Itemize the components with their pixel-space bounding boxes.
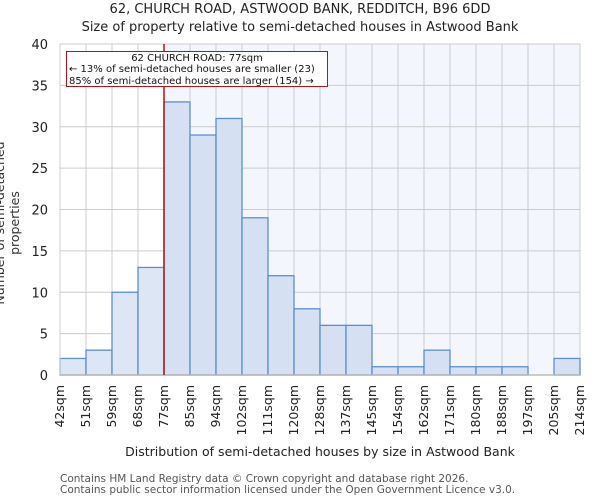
histogram-bar [215, 117, 243, 376]
x-tick-label: 128sqm [312, 385, 327, 435]
x-tick-label: 137sqm [338, 385, 353, 435]
histogram-bar [241, 217, 269, 376]
x-tick-label: 205sqm [546, 385, 561, 435]
histogram-bar [397, 366, 425, 376]
histogram-bar [475, 366, 503, 376]
x-tick-label: 102sqm [234, 385, 249, 435]
y-tick-label: 10 [31, 286, 48, 301]
x-tick-label: 94sqm [208, 385, 223, 428]
footer-copyright: Contains HM Land Registry data © Crown c… [60, 473, 469, 485]
chart-subtitle: Size of property relative to semi-detach… [81, 20, 519, 35]
x-tick-label: 51sqm [78, 385, 93, 428]
y-tick-label: 30 [31, 121, 48, 136]
histogram-bar [371, 366, 399, 376]
x-tick-label: 180sqm [468, 385, 483, 435]
x-tick-label: 214sqm [572, 385, 587, 435]
x-tick-label: 197sqm [520, 385, 535, 435]
histogram-bar [111, 291, 139, 376]
histogram-bar [345, 324, 373, 376]
histogram-bar [267, 275, 295, 376]
y-tick-label: 15 [31, 245, 48, 260]
x-axis-label: Distribution of semi-detached houses by … [125, 444, 515, 459]
histogram-bar [501, 366, 529, 376]
y-tick-label: 5 [40, 328, 48, 343]
x-tick-label: 42sqm [52, 385, 67, 428]
y-tick-label: 0 [40, 369, 48, 384]
histogram-bar [293, 308, 321, 376]
histogram-bar [553, 357, 581, 376]
histogram-bar [189, 134, 217, 376]
x-tick-label: 111sqm [260, 385, 275, 435]
histogram-bar [423, 349, 451, 376]
x-tick-label: 145sqm [364, 385, 379, 435]
chart-title: 62, CHURCH ROAD, ASTWOOD BANK, REDDITCH,… [109, 2, 491, 17]
histogram-bar [163, 101, 191, 376]
histogram-bar [319, 324, 347, 376]
y-axis-label: Number of semi-detached properties [0, 141, 22, 305]
x-tick-label: 171sqm [442, 385, 457, 435]
annotation-title: 62 CHURCH ROAD: 77sqm [131, 53, 263, 64]
histogram-bar [449, 366, 477, 376]
x-tick-label: 154sqm [390, 385, 405, 435]
histogram-bar [59, 357, 87, 376]
x-tick-label: 77sqm [156, 385, 171, 428]
x-tick-label: 85sqm [182, 385, 197, 428]
y-tick-label: 20 [31, 204, 48, 219]
y-tick-label: 40 [31, 38, 48, 53]
x-tick-label: 68sqm [130, 385, 145, 428]
histogram-bar [85, 349, 113, 376]
property-annotation-box: 62 CHURCH ROAD: 77sqm ← 13% of semi-deta… [66, 51, 328, 87]
y-tick-label: 35 [31, 79, 48, 94]
annotation-larger: 85% of semi-detached houses are larger (… [69, 75, 314, 87]
annotation-smaller: ← 13% of semi-detached houses are smalle… [69, 64, 315, 76]
x-tick-label: 59sqm [104, 385, 119, 428]
footer-licence: Contains public sector information licen… [60, 484, 516, 496]
x-tick-label: 188sqm [494, 385, 509, 435]
x-tick-label: 162sqm [416, 385, 431, 435]
y-tick-label: 25 [31, 162, 48, 177]
histogram-bar [137, 266, 165, 376]
x-tick-label: 120sqm [286, 385, 301, 435]
